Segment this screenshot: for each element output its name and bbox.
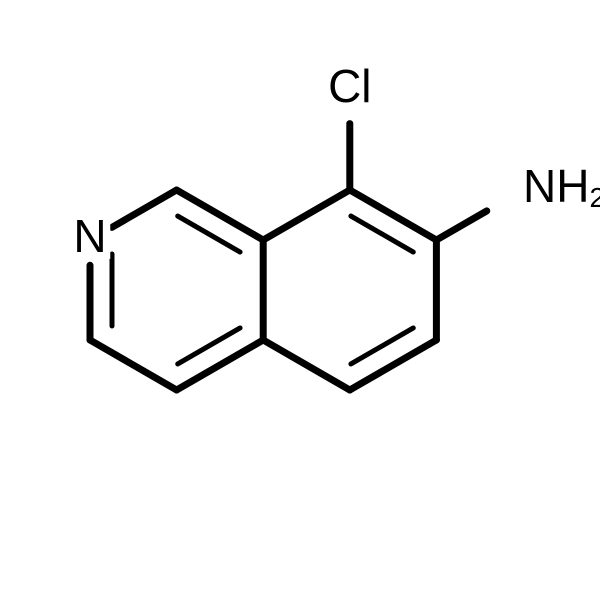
bond <box>177 190 264 240</box>
bond <box>112 190 177 227</box>
atom-label: NH2 <box>523 160 600 213</box>
atom-label: Cl <box>328 60 371 112</box>
bond <box>177 340 264 390</box>
bonds <box>90 124 487 390</box>
chemical-structure: N Cl NH2 <box>0 0 600 600</box>
bond <box>350 340 437 390</box>
atom-label: N <box>73 210 106 262</box>
bond <box>263 190 350 240</box>
bond <box>90 340 177 390</box>
bond <box>350 190 437 240</box>
bond <box>263 340 350 390</box>
bond <box>436 211 486 240</box>
atom-labels: N Cl NH2 <box>70 51 600 262</box>
